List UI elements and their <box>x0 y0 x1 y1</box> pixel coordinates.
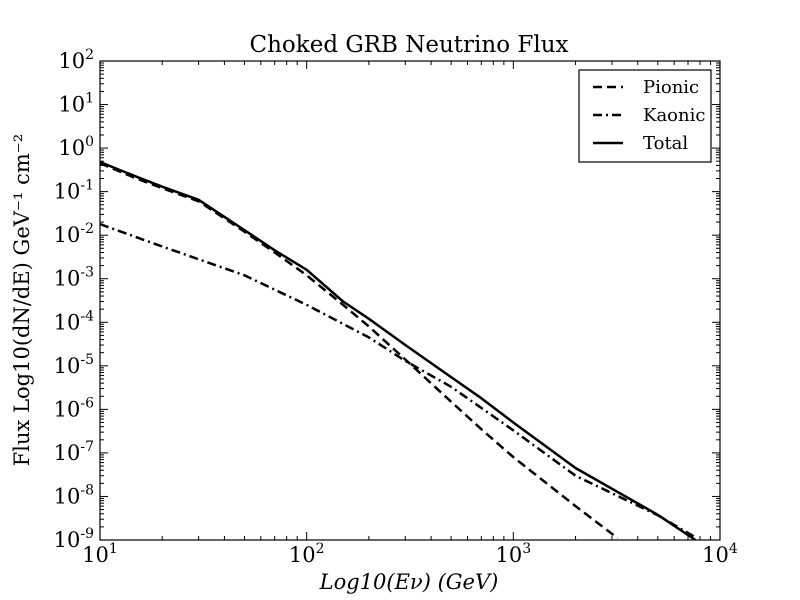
x-tick-label: 101 <box>82 541 118 567</box>
legend-label-pionic: Pionic <box>643 77 699 98</box>
series-layer <box>100 160 697 540</box>
x-tick-label: 102 <box>289 541 325 567</box>
legend: Pionic Kaonic Total <box>578 69 712 163</box>
tick-labels: 101 102 103 104 10-9 10-8 10-7 10-6 10-5 10-4 10-3… <box>54 47 738 567</box>
y-tick-label: 10-6 <box>54 395 94 421</box>
y-tick-label: 10-3 <box>54 265 94 291</box>
y-axis-label: Flux Log10(dN/dE) GeV⁻¹ cm⁻² <box>10 134 34 467</box>
y-tick-label: 10-1 <box>54 178 94 204</box>
plot-frame <box>99 60 721 541</box>
x-axis-label: Log10(Eν) (GeV) <box>319 570 499 594</box>
y-tick-label: 10-8 <box>54 482 94 508</box>
x-tick-label: 103 <box>496 541 532 567</box>
legend-label-total: Total <box>643 133 688 154</box>
y-tick-label: 10-5 <box>54 352 94 378</box>
x-tick-label: 104 <box>702 541 738 567</box>
y-tick-label: 10-4 <box>54 308 94 334</box>
series-line-pionic <box>100 162 619 540</box>
y-tick-label: 102 <box>58 47 94 73</box>
series-line-kaonic <box>100 222 695 538</box>
y-tick-label: 101 <box>58 91 94 117</box>
chart-title: Choked GRB Neutrino Flux <box>250 32 569 58</box>
series-line-total <box>100 160 697 540</box>
y-tick-label: 10-7 <box>54 439 94 465</box>
y-tick-label: 100 <box>58 134 94 160</box>
ticks-layer <box>99 60 721 541</box>
y-tick-label: 10-2 <box>54 221 94 247</box>
y-tick-label: 10-9 <box>54 526 94 552</box>
legend-label-kaonic: Kaonic <box>643 105 705 126</box>
